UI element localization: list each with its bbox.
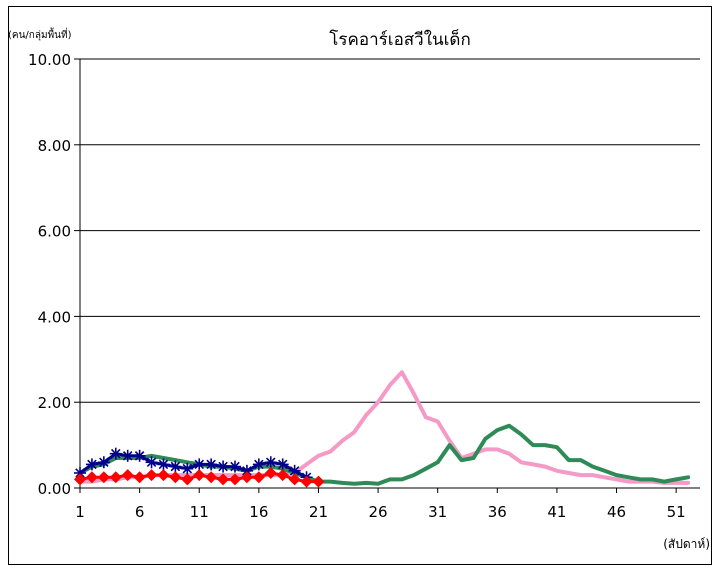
data-point [145, 456, 158, 469]
data-point [85, 458, 98, 471]
data-point [264, 456, 277, 469]
data-point [181, 462, 194, 475]
data-point [97, 471, 110, 484]
marker-stroke [111, 448, 121, 459]
y-tick-label: 10.00 [28, 51, 71, 69]
data-point [288, 473, 301, 486]
data-point [97, 456, 110, 469]
data-point [157, 458, 170, 471]
data-point [109, 447, 122, 460]
marker-stroke [170, 461, 181, 472]
marker-stroke [254, 459, 264, 470]
data-point [169, 471, 182, 484]
data-point [205, 458, 218, 471]
x-tick-label: 46 [607, 503, 626, 521]
x-tick-label: 51 [667, 503, 686, 521]
marker-stroke [134, 451, 145, 461]
x-tick-label: 16 [249, 503, 268, 521]
data-point [157, 469, 170, 482]
data-point [74, 473, 86, 486]
x-tick-label: 6 [135, 503, 145, 521]
x-tick-label: 11 [190, 503, 209, 521]
data-point [300, 475, 313, 488]
marker-stroke [266, 457, 276, 468]
y-tick-labels: 0.00 2.00 4.00 6.00 8.00 10.00 [28, 51, 71, 498]
marker-stroke [146, 457, 157, 468]
data-point [193, 458, 206, 471]
data-point [193, 469, 206, 482]
marker-stroke [99, 457, 109, 468]
marker-stroke [87, 459, 97, 470]
marker-stroke [158, 459, 169, 470]
data-point [264, 466, 277, 479]
y-tick-label: 0.00 [38, 480, 71, 498]
data-point [133, 449, 146, 462]
data-point [121, 449, 134, 462]
marker-stroke [122, 451, 133, 461]
marker-stroke [194, 459, 204, 470]
x-tick-label: 36 [488, 503, 507, 521]
marker-stroke [289, 466, 300, 476]
data-point [145, 469, 158, 482]
y-axis-unit-label: (คน/กลุ่มพื้นที่) [8, 27, 72, 41]
series-line [78, 423, 691, 486]
data-point [240, 471, 253, 484]
marker-stroke [75, 468, 85, 478]
x-axis-unit-label: (สัปดาห์) [663, 537, 710, 551]
data-point [133, 471, 146, 484]
data-point [288, 464, 301, 477]
data-point [169, 460, 182, 473]
y-tick-label: 2.00 [38, 394, 71, 412]
x-tick-label: 1 [75, 503, 85, 521]
chart-title: โรคอาร์เอสวีในเด็ก [329, 28, 471, 50]
data-point [312, 475, 325, 488]
data-point [217, 473, 230, 486]
x-tick-label: 26 [369, 503, 388, 521]
y-tick-label: 4.00 [38, 308, 71, 326]
data-point [181, 473, 194, 486]
axes [74, 58, 700, 493]
series-line [78, 370, 691, 485]
marker-stroke [242, 466, 252, 476]
data-point [252, 458, 265, 471]
marker-stroke [218, 461, 228, 472]
data-point [229, 473, 241, 486]
x-tick-label: 41 [547, 503, 566, 521]
data-point [276, 458, 289, 471]
y-tick-label: 6.00 [38, 223, 71, 241]
data-point [252, 471, 265, 484]
data-point [109, 471, 122, 484]
data-point [276, 469, 289, 482]
x-tick-labels: 1 6 11 16 21 26 31 36 41 46 51 [75, 503, 685, 521]
marker-stroke [182, 463, 193, 474]
y-tick-label: 8.00 [38, 137, 71, 155]
data-point [217, 460, 230, 473]
data-point [205, 471, 218, 484]
gridlines [80, 58, 700, 403]
marker-stroke [206, 459, 216, 470]
data-point [229, 460, 241, 473]
x-tick-label: 31 [428, 503, 447, 521]
marker-stroke [277, 459, 288, 470]
series-group [74, 370, 691, 488]
x-tick-label: 21 [309, 503, 328, 521]
data-point [85, 471, 98, 484]
marker-stroke [230, 461, 240, 472]
data-point [121, 469, 134, 482]
